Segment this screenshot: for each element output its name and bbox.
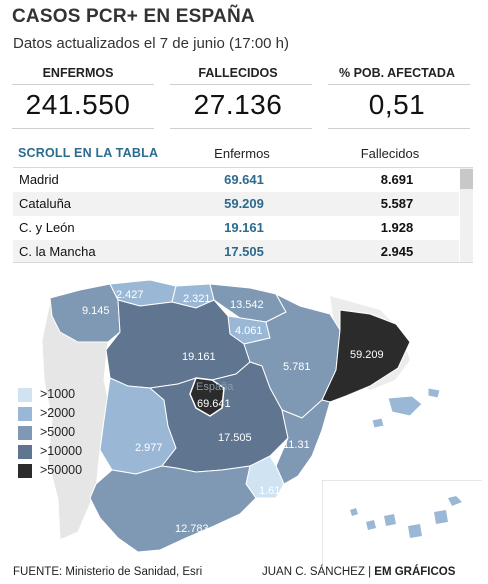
table-cell-region: Cataluña: [19, 196, 72, 211]
spain-map-svg[interactable]: España 9.145 2.427 2.321 13.542 4.061 19…: [0, 270, 488, 570]
label-rioja: 4.061: [235, 325, 263, 337]
canary-islands-inset[interactable]: [322, 480, 482, 570]
table-cell-enfermos: 19.161: [224, 220, 264, 235]
region-cataluna[interactable]: [321, 309, 411, 403]
region-madrid[interactable]: [189, 377, 225, 417]
kpi-divider: [170, 84, 312, 85]
region-baleares[interactable]: [387, 395, 423, 417]
table-cell-fallecidos: 5.587: [380, 196, 414, 211]
label-andalucia: 12.783: [175, 523, 209, 535]
canary-island: [448, 496, 462, 506]
table-cell-region: C. la Mancha: [19, 244, 96, 259]
legend-label: >10000: [40, 444, 83, 458]
footer-credit: JUAN C. SÁNCHEZ | EM GRÁFICOS: [262, 566, 455, 578]
data-table[interactable]: Madrid 69.641 8.691 Cataluña 59.209 5.58…: [13, 167, 473, 263]
table-cell-fallecidos: 2.945: [380, 244, 414, 259]
label-murcia: 1.616: [259, 485, 287, 497]
label-cataluna: 59.209: [350, 349, 384, 361]
chart-title: CASOS PCR+ EN ESPAÑA: [12, 6, 255, 27]
legend-swatch: [18, 426, 32, 440]
label-galicia: 9.145: [82, 305, 110, 317]
canary-island: [408, 524, 422, 538]
kpi-label-enfermos: ENFERMOS: [42, 66, 114, 80]
legend-label: >2000: [40, 406, 76, 420]
label-cantabria: 2.321: [183, 293, 211, 305]
basemap-label: España: [196, 381, 234, 393]
canary-island: [384, 514, 396, 526]
choropleth-map[interactable]: España 9.145 2.427 2.321 13.542 4.061 19…: [0, 270, 488, 570]
table-header-fallecidos[interactable]: Fallecidos: [360, 146, 420, 161]
table-cell-region: C. y León: [19, 220, 75, 235]
table-row[interactable]: Cataluña 59.209 5.587: [13, 192, 459, 216]
canary-island: [434, 510, 448, 524]
footer-separator: |: [368, 566, 372, 578]
legend-label: >5000: [40, 425, 76, 439]
kpi-divider: [12, 84, 154, 85]
footer-source: FUENTE: Ministerio de Sanidad, Esri: [13, 566, 203, 578]
region-castilla-leon[interactable]: [105, 299, 251, 389]
table-cell-region: Madrid: [19, 172, 59, 187]
label-asturias: 2.427: [116, 289, 144, 301]
region-castilla-mancha[interactable]: [148, 361, 289, 473]
table-scrollbar[interactable]: [460, 168, 473, 262]
table-cell-enfermos: 17.505: [224, 244, 264, 259]
footer-author: JUAN C. SÁNCHEZ: [262, 566, 365, 578]
label-extremadura: 2.977: [135, 442, 163, 454]
table-header-enfermos[interactable]: Enfermos: [214, 146, 270, 161]
region-baleares-ibiza[interactable]: [371, 417, 385, 429]
table-cell-fallecidos: 8.691: [380, 172, 414, 187]
table-row[interactable]: C. la Mancha 17.505 2.945: [13, 240, 459, 262]
region-baleares-menorca[interactable]: [427, 387, 441, 399]
kpi-divider: [12, 128, 154, 129]
label-baleares: 2.123: [398, 429, 426, 441]
kpi-divider: [170, 128, 312, 129]
label-pais-vasco: 13.542: [230, 299, 264, 311]
legend-swatch: [18, 445, 32, 459]
legend-label: >50000: [40, 463, 83, 477]
kpi-label-poblacion: % POB. AFECTADA: [339, 66, 455, 80]
label-madrid: 69.641: [197, 398, 231, 410]
canary-island: [366, 520, 376, 530]
kpi-value-poblacion: 0,51: [368, 89, 426, 120]
kpi-label-fallecidos: FALLECIDOS: [198, 66, 278, 80]
kpi-value-fallecidos: 27.136: [193, 89, 283, 120]
table-cell-enfermos: 59.209: [224, 196, 264, 211]
scrollbar-thumb[interactable]: [460, 169, 473, 189]
legend-swatch: [18, 388, 32, 402]
region-galicia[interactable]: [49, 283, 121, 343]
legend-swatch: [18, 464, 32, 478]
label-aragon: 5.781: [283, 361, 311, 373]
legend-label: >1000: [40, 387, 76, 401]
kpi-divider: [328, 84, 470, 85]
footer-brand[interactable]: EM GRÁFICOS: [374, 566, 456, 578]
table-cell-enfermos: 69.641: [224, 172, 264, 187]
kpi-divider: [328, 128, 470, 129]
label-castilla-leon: 19.161: [182, 351, 216, 363]
canary-island: [350, 508, 358, 516]
update-subtitle: Datos actualizados el 7 de junio (17:00 …: [13, 35, 290, 52]
table-scroll-hint: SCROLL EN LA TABLA: [18, 146, 159, 160]
kpi-value-enfermos: 241.550: [25, 89, 131, 120]
table-row[interactable]: C. y León 19.161 1.928: [13, 216, 459, 240]
label-valencia: 11.31: [283, 439, 310, 451]
label-castilla-mancha: 17.505: [218, 432, 252, 444]
region-valencia[interactable]: [275, 399, 331, 485]
table-row[interactable]: Madrid 69.641 8.691: [13, 168, 459, 192]
region-andalucia[interactable]: [89, 465, 257, 553]
legend-swatch: [18, 407, 32, 421]
table-cell-fallecidos: 1.928: [380, 220, 414, 235]
